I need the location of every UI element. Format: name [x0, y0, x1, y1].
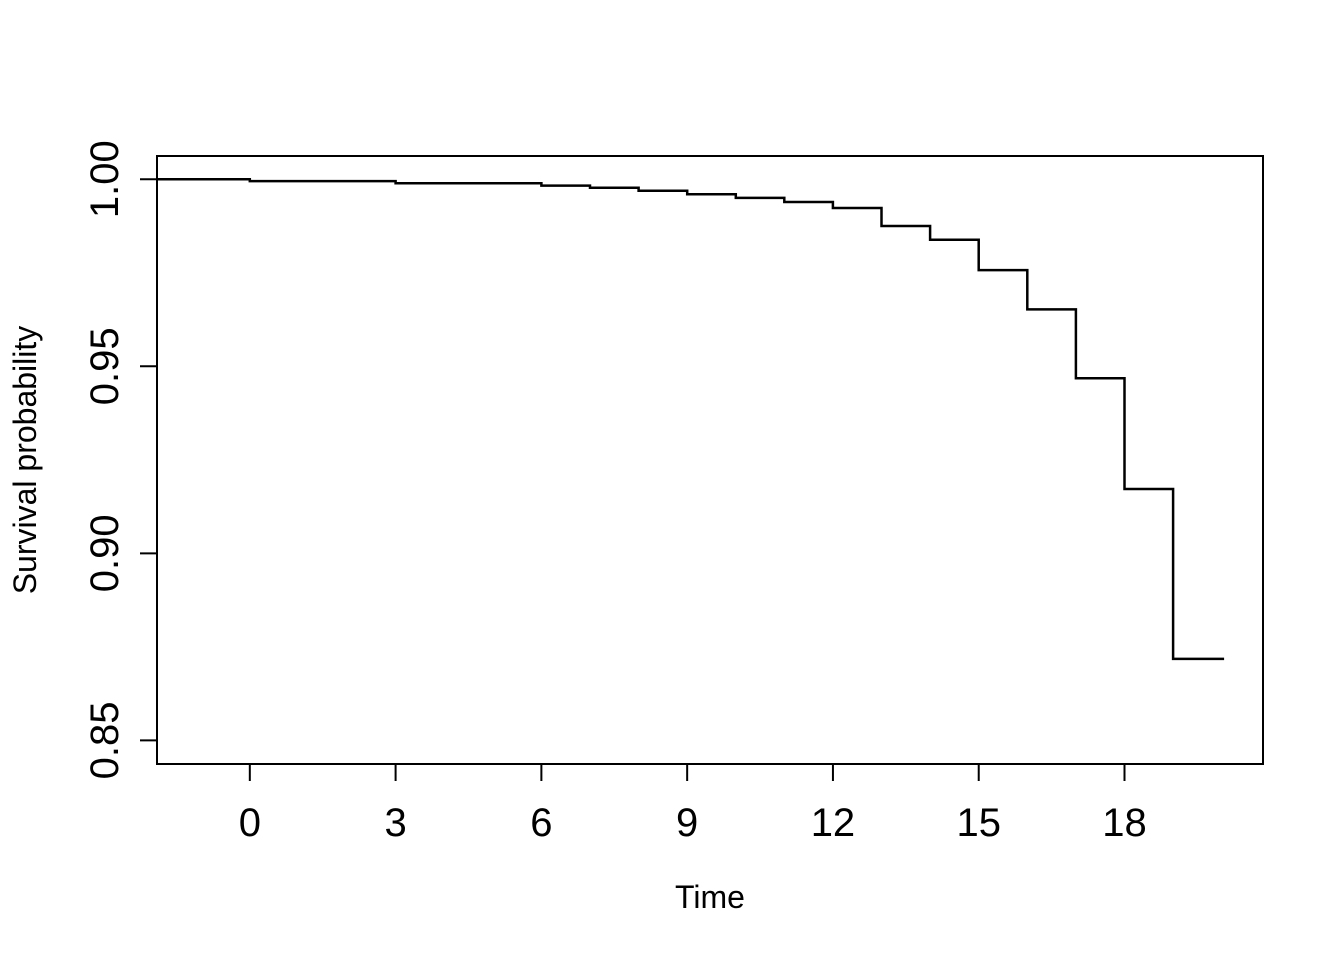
- x-tick-label: 6: [530, 801, 552, 845]
- y-axis-ticks: 0.85 0.90 0.95 1.00: [83, 140, 157, 779]
- x-tick-label: 12: [811, 801, 856, 845]
- y-tick-label: 1.00: [83, 140, 127, 218]
- y-tick-label: 0.95: [83, 327, 127, 405]
- x-axis-ticks: 0 3 6 9 12 15 18: [239, 764, 1147, 845]
- x-tick-label: 15: [956, 801, 1001, 845]
- plot-border: [156, 155, 1264, 765]
- survival-curve: [157, 177, 1225, 661]
- x-axis-title: Time: [675, 879, 745, 915]
- y-axis-title: Survival probability: [7, 326, 43, 595]
- x-tick-label: 9: [676, 801, 698, 845]
- y-tick-label: 0.90: [83, 514, 127, 592]
- x-tick-label: 3: [384, 801, 406, 845]
- x-tick-label: 0: [239, 801, 261, 845]
- y-tick-label: 0.85: [83, 701, 127, 779]
- x-tick-label: 18: [1102, 801, 1147, 845]
